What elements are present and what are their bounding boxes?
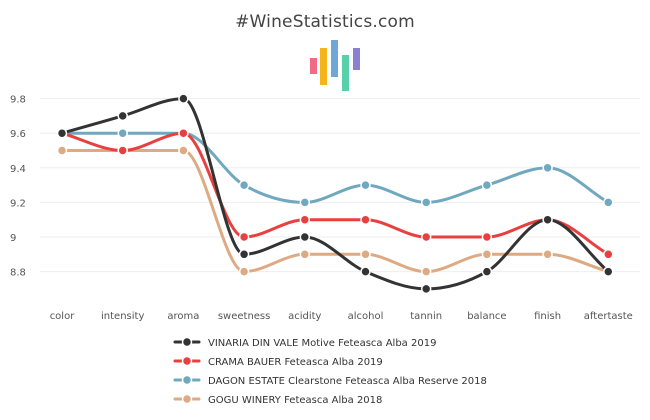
legend-marker [181, 393, 193, 405]
y-tick-label: 9.8 [10, 95, 26, 106]
legend-item[interactable]: CRAMA BAUER Feteasca Alba 2019 [173, 355, 383, 369]
data-point[interactable] [420, 197, 432, 208]
legend-label: DAGON ESTATE Clearstone Feteasca Alba Re… [208, 376, 487, 387]
legend-marker [181, 355, 193, 367]
data-point[interactable] [238, 179, 250, 191]
y-tick-label: 9.2 [10, 198, 26, 209]
data-point[interactable] [420, 266, 432, 277]
data-point[interactable] [56, 127, 68, 139]
data-point[interactable] [299, 214, 311, 225]
data-point[interactable] [117, 127, 128, 139]
y-tick-label: 8.8 [10, 268, 26, 279]
data-point[interactable] [238, 266, 250, 277]
grid-lines [40, 98, 640, 273]
logo-bar [353, 48, 360, 70]
data-point[interactable] [481, 231, 493, 243]
data-point[interactable] [299, 197, 311, 208]
legend-label: CRAMA BAUER Feteasca Alba 2019 [208, 357, 383, 368]
logo-bar [310, 58, 317, 74]
x-tick-label: finish [534, 311, 561, 322]
data-point[interactable] [178, 127, 189, 139]
data-point[interactable] [178, 93, 189, 104]
x-tick-label: sweetness [218, 311, 271, 322]
x-tick-label: balance [467, 311, 506, 322]
data-point[interactable] [299, 249, 311, 260]
data-point[interactable] [542, 214, 553, 225]
series-line [60, 131, 610, 256]
legend[interactable]: VINARIA DIN VALE Motive Feteasca Alba 20… [173, 336, 487, 407]
y-tick-label: 9 [10, 233, 16, 244]
x-axis: color intensity aroma sweetness acidity alcoh… [50, 311, 633, 322]
data-point[interactable] [542, 249, 553, 260]
x-tick-label: acidity [288, 311, 321, 322]
data-point[interactable] [603, 249, 614, 260]
data-point[interactable] [360, 214, 371, 225]
data-point[interactable] [481, 249, 493, 260]
data-point[interactable] [360, 249, 371, 260]
x-tick-label: aroma [167, 311, 199, 322]
x-tick-label: aftertaste [584, 311, 633, 322]
series-line [60, 97, 610, 291]
y-axis: 8.8 9 9.2 9.4 9.6 9.8 [10, 95, 26, 279]
data-point[interactable] [238, 249, 250, 260]
series-line [60, 148, 610, 274]
data-point[interactable] [360, 266, 371, 277]
data-point[interactable] [299, 231, 311, 243]
legend-item[interactable]: DAGON ESTATE Clearstone Feteasca Alba Re… [173, 374, 487, 388]
x-tick-label: color [50, 311, 76, 322]
chart-title: #WineStatistics.com [235, 12, 415, 32]
legend-label: GOGU WINERY Feteasca Alba 2018 [208, 395, 382, 406]
series-line [60, 131, 610, 204]
logo-bar [320, 48, 327, 85]
legend-item[interactable]: VINARIA DIN VALE Motive Feteasca Alba 20… [173, 336, 436, 350]
data-point[interactable] [238, 231, 250, 243]
data-point[interactable] [542, 162, 553, 174]
y-tick-label: 9.4 [10, 164, 26, 175]
logo-bar [342, 55, 349, 91]
x-tick-label: alcohol [348, 311, 384, 322]
y-tick-label: 9.6 [10, 129, 26, 140]
data-point[interactable] [178, 145, 189, 156]
x-tick-label: tannin [410, 311, 442, 322]
legend-marker [181, 336, 193, 348]
legend-marker [181, 374, 193, 386]
data-point[interactable] [603, 266, 614, 277]
legend-label: VINARIA DIN VALE Motive Feteasca Alba 20… [208, 338, 436, 349]
logo-bar [331, 40, 338, 77]
data-point[interactable] [481, 179, 493, 191]
data-point[interactable] [117, 145, 128, 156]
x-tick-label: intensity [101, 311, 144, 322]
wine-statistics-bars-icon [310, 40, 360, 91]
data-point[interactable] [420, 283, 432, 295]
data-point[interactable] [603, 197, 614, 208]
legend-item[interactable]: GOGU WINERY Feteasca Alba 2018 [173, 393, 382, 407]
data-point[interactable] [117, 110, 128, 122]
series-group [56, 93, 614, 295]
data-point[interactable] [420, 231, 432, 243]
data-point[interactable] [56, 145, 68, 156]
data-point[interactable] [481, 266, 493, 277]
data-point[interactable] [360, 179, 371, 191]
